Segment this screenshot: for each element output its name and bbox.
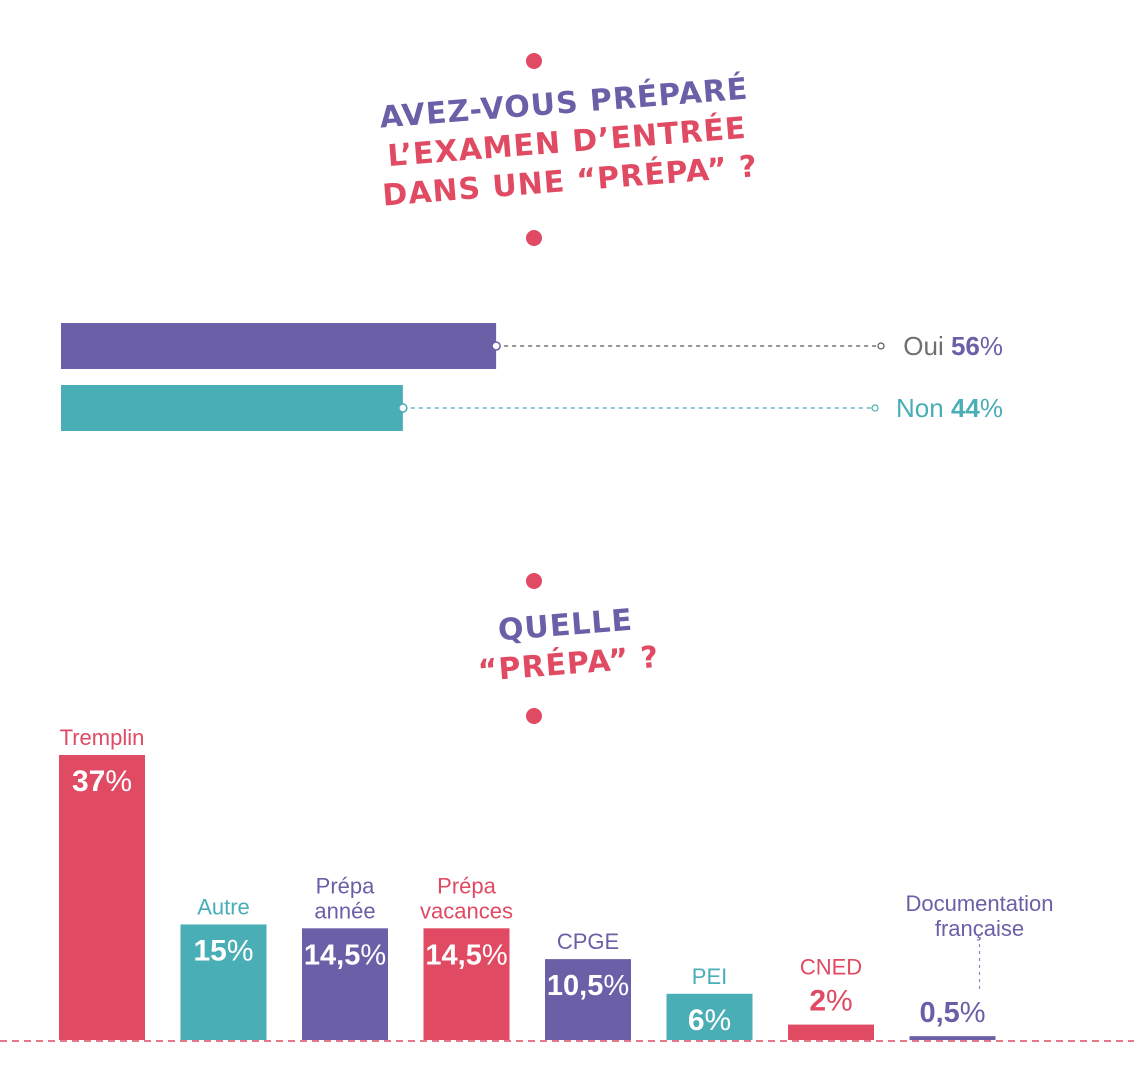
category-label-tremplin-line1: Tremplin — [60, 725, 145, 750]
value-unit-prepa-annee: % — [360, 939, 386, 971]
category-label-oui: Oui — [903, 331, 951, 361]
category-label-documentation-francaise-line1: Documentation — [906, 891, 1054, 916]
value-number-pei: 6 — [688, 1004, 705, 1037]
category-label-prepa-annee-line2: année — [314, 898, 375, 923]
value-number-cned: 2 — [809, 985, 826, 1018]
value-unit-pei: % — [705, 1004, 732, 1037]
value-number-cpge: 10,5 — [547, 970, 603, 1002]
leader-dot-start-non — [398, 403, 408, 413]
category-label-non: Non — [896, 393, 951, 423]
value-unit-documentation-francaise: % — [960, 997, 986, 1029]
value-number-prepa-annee: 14,5 — [304, 939, 360, 971]
value-unit-autre: % — [227, 934, 254, 967]
bar-prepa-annee — [302, 928, 388, 1040]
bar-cned — [788, 1024, 874, 1040]
value-label-prepa-vacances: 14,5% — [425, 939, 507, 971]
bar-documentation-francaise — [909, 1036, 996, 1040]
category-label-documentation-francaise-line2: française — [935, 916, 1024, 941]
leader-dot-end-oui — [877, 342, 885, 350]
value-label-cpge: 10,5% — [547, 970, 629, 1002]
bar-tremplin — [59, 755, 145, 1040]
bar-non — [61, 385, 403, 431]
unit-label-oui: % — [980, 331, 1003, 361]
bar-oui — [61, 323, 497, 369]
category-label-prepa-vacances-line1: Prépa — [437, 873, 496, 898]
category-label-cned-line1: CNED — [800, 955, 862, 980]
value-number-autre: 15 — [193, 934, 226, 967]
leader-dot-start-oui — [491, 341, 501, 351]
value-unit-cpge: % — [603, 970, 629, 1002]
unit-label-non: % — [980, 393, 1003, 423]
value-number-tremplin: 37 — [72, 765, 105, 798]
value-label-oui: 56 — [951, 331, 980, 361]
bar-autre — [180, 924, 267, 1040]
value-label-tremplin: 37% — [72, 765, 132, 798]
decor-dot-q2-bottom — [526, 708, 542, 724]
value-number-documentation-francaise: 0,5 — [919, 997, 959, 1029]
category-label-prepa-vacances-line2: vacances — [420, 898, 513, 923]
value-label-non: 44 — [951, 393, 980, 423]
value-label-cned: 2% — [809, 985, 852, 1018]
leader-dot-end-non — [871, 404, 879, 412]
category-label-autre-line1: Autre — [197, 894, 250, 919]
bar-cpge — [545, 959, 631, 1040]
bar-label-non: Non 44% — [896, 393, 1003, 423]
value-label-documentation-francaise: 0,5% — [919, 997, 985, 1029]
category-label-pei-line1: PEI — [692, 964, 727, 989]
value-unit-tremplin: % — [105, 765, 132, 798]
decor-dot-q2-top — [526, 573, 542, 589]
value-label-prepa-annee: 14,5% — [304, 939, 386, 971]
value-label-autre: 15% — [193, 934, 253, 967]
value-unit-cned: % — [826, 985, 853, 1018]
value-number-prepa-vacances: 14,5 — [425, 939, 481, 971]
bar-label-oui: Oui 56% — [903, 331, 1003, 361]
category-label-cpge-line1: CPGE — [557, 929, 619, 954]
bar-prepa-vacances — [423, 928, 510, 1040]
category-label-prepa-annee-line1: Prépa — [316, 873, 375, 898]
bar-pei — [666, 993, 753, 1040]
decor-dot-q1-bottom — [526, 230, 542, 246]
value-unit-prepa-vacances: % — [482, 939, 508, 971]
decor-dot-top — [526, 53, 542, 69]
value-label-pei: 6% — [688, 1004, 731, 1037]
